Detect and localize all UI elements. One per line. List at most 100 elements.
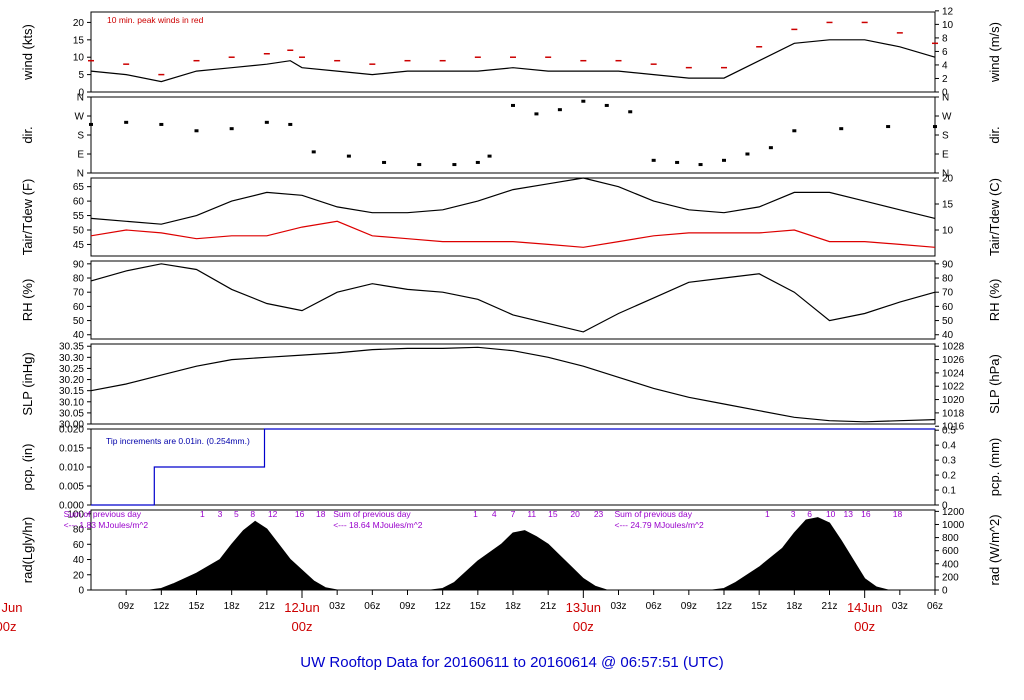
direction-point xyxy=(475,160,480,164)
day-date-label: Jun xyxy=(2,600,23,615)
rad-left-tick-label: 100 xyxy=(67,509,84,520)
slp-right-tick-label: 1020 xyxy=(942,395,965,406)
rad-sum-note: Sum of previous day xyxy=(64,509,142,519)
pcp-panel: 0.000 0.005 0.010 0.015 0.020 0 0.1 0.2 0.3 0.4 0.… xyxy=(20,425,1002,512)
pcp-right-tick-label: 0.4 xyxy=(942,441,956,452)
dir-right-tick-label: N xyxy=(942,169,949,180)
rad-left-tick-label: 80 xyxy=(73,525,85,536)
day-date-label: 14Jun xyxy=(847,600,882,615)
rad-right-axis-label: rad (W/m^2) xyxy=(987,514,1002,585)
direction-point xyxy=(452,163,457,167)
temp-right-tick-label: 10 xyxy=(942,226,954,237)
slp-right-tick-label: 1016 xyxy=(942,422,965,433)
hour-tick-label: 12z xyxy=(435,601,451,612)
hour-tick-label: 06z xyxy=(646,601,662,612)
dir-left-tick-label: W xyxy=(75,112,85,123)
rh-line xyxy=(90,263,936,333)
pcp-left-tick-label: 0.020 xyxy=(59,425,84,436)
rh-right-tick-label: 60 xyxy=(942,302,954,313)
hour-tick-label: 21z xyxy=(821,601,837,612)
hour-tick-label: 06z xyxy=(364,601,380,612)
slp-right-tick-label: 1026 xyxy=(942,355,965,366)
slp-right-axis-label: SLP (hPa) xyxy=(987,354,1002,414)
day-time-label: 00z xyxy=(292,619,313,634)
rh-right-tick-label: 70 xyxy=(942,288,954,299)
direction-point xyxy=(698,163,703,167)
direction-point xyxy=(675,160,680,164)
rh-right-tick-label: 40 xyxy=(942,330,954,341)
rad-hour-mark: 1 xyxy=(200,509,205,519)
rad-left-tick-label: 60 xyxy=(73,540,85,551)
direction-point xyxy=(557,108,562,112)
day-date-label: 12Jun xyxy=(284,600,319,615)
direction-point xyxy=(651,158,656,162)
dir-frame xyxy=(90,96,936,174)
wind-panel: 0 5 10 15 20 0 2 4 6 8 10 12 wind (kts) wind (m/s) 10 … xyxy=(20,6,1002,98)
wind-left-axis-label: wind (kts) xyxy=(20,24,35,81)
rad-right-tick-label: 1000 xyxy=(942,520,965,531)
wind-right-axis-label: wind (m/s) xyxy=(987,22,1002,83)
rad-hour-mark: 18 xyxy=(316,509,326,519)
direction-point xyxy=(768,146,773,150)
slp-left-tick-label: 30.20 xyxy=(59,375,84,386)
wind-left-tick-label: 0 xyxy=(78,88,84,99)
wind-frame xyxy=(90,11,936,93)
dir-right-tick-label: W xyxy=(942,112,952,123)
rh-left-tick-label: 60 xyxy=(73,302,85,313)
rad-hour-mark: 12 xyxy=(268,509,278,519)
dir-left-tick-label: N xyxy=(77,93,84,104)
dir-right-tick-label: E xyxy=(942,150,949,161)
rh-left-tick-label: 80 xyxy=(73,274,85,285)
slp-right-tick-label: 1018 xyxy=(942,408,965,419)
pcp-right-tick-label: 0.3 xyxy=(942,456,956,467)
rad-right-tick-label: 0 xyxy=(942,586,948,597)
wind-right-tick-label: 4 xyxy=(942,60,948,71)
wind-right-tick-label: 6 xyxy=(942,47,948,58)
wind-left-tick-label: 15 xyxy=(73,35,85,46)
wind-right-tick-label: 0 xyxy=(942,88,948,99)
hour-tick-label: 15z xyxy=(188,601,204,612)
temp-left-tick-label: 50 xyxy=(73,226,85,237)
temp-panel: 45 50 55 60 65 10 15 20 Tair/Tdew (F) Tair/Tdew (… xyxy=(20,174,1002,257)
slp-frame xyxy=(90,343,936,425)
direction-point xyxy=(933,125,937,129)
pcp-right-axis-label: pcp. (mm) xyxy=(987,438,1002,497)
wind-right-tick-label: 2 xyxy=(942,74,948,85)
rh-left-axis-label: RH (%) xyxy=(20,279,35,322)
rad-hour-mark: 11 xyxy=(527,509,536,519)
slp-panel: 30.0030.0530.1030.1530.2030.2530.3030.35… xyxy=(20,342,1002,433)
rad-hour-mark: 6 xyxy=(807,509,812,519)
hour-tick-label: 21z xyxy=(259,601,275,612)
rh-right-tick-label: 50 xyxy=(942,316,954,327)
temp-left-tick-label: 65 xyxy=(73,182,85,193)
wind-left-tick-label: 5 xyxy=(78,70,84,81)
wind-line xyxy=(90,39,936,83)
temp-left-axis-label: Tair/Tdew (F) xyxy=(20,179,35,256)
direction-point xyxy=(839,127,844,131)
wind-right-tick-label: 8 xyxy=(942,33,948,44)
rad-hour-mark: 1 xyxy=(473,509,478,519)
slp-right-tick-label: 1024 xyxy=(942,368,965,379)
pcp-right-tick-label: 0 xyxy=(942,501,948,512)
hour-tick-label: 03z xyxy=(610,601,626,612)
direction-point xyxy=(604,103,609,107)
rad-sum-note: <--- 24.79 MJoules/m^2 xyxy=(615,520,705,530)
wind-left-tick-label: 20 xyxy=(73,18,85,29)
rad-hour-mark: 4 xyxy=(492,509,497,519)
rad-hour-mark: 18 xyxy=(893,509,903,519)
hour-tick-label: 12z xyxy=(716,601,732,612)
direction-point xyxy=(745,152,750,156)
temp-right-tick-label: 15 xyxy=(942,200,954,211)
day-time-label: 00z xyxy=(0,619,16,634)
rad-hour-mark: 3 xyxy=(791,509,796,519)
pcp-note: Tip increments are 0.01in. (0.254mm.) xyxy=(106,436,250,446)
rad-hour-mark: 10 xyxy=(826,509,836,519)
rad-panel: 020406080100020040060080010001200rad(Lgl… xyxy=(20,507,1002,597)
rad-left-tick-label: 0 xyxy=(78,586,84,597)
rad-hour-mark: 7 xyxy=(511,509,516,519)
rh-right-tick-label: 90 xyxy=(942,259,954,270)
dir-left-tick-label: N xyxy=(77,169,84,180)
temp-left-tick-label: 60 xyxy=(73,197,85,208)
rh-right-axis-label: RH (%) xyxy=(987,279,1002,322)
direction-point xyxy=(534,112,539,116)
